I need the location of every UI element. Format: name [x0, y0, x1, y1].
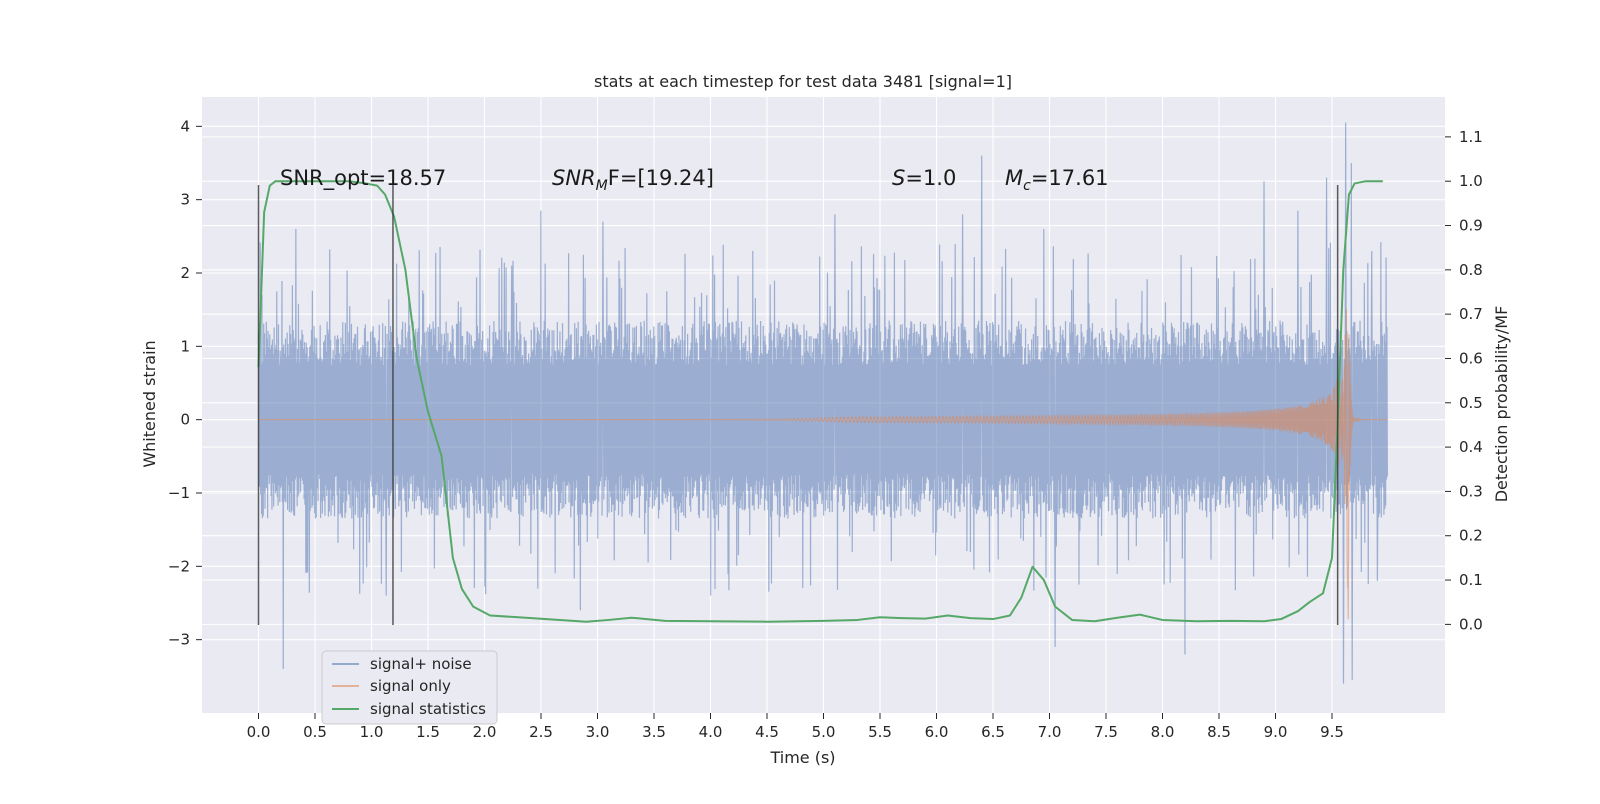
annotation-snr-opt: SNR_opt=18.57	[280, 166, 446, 191]
chart-title: stats at each timestep for test data 348…	[594, 72, 1012, 91]
x-tick-label: 3.0	[586, 723, 610, 741]
y-right-tick-label: 0.1	[1459, 571, 1483, 589]
annotation-snr-mf: SNRMF=[19.24]	[552, 166, 714, 194]
annotation-mc: Mc=17.61	[1005, 166, 1109, 194]
x-tick-label: 5.0	[812, 723, 836, 741]
axes: 0.0 0.5 1.0 1.5 2.0 2.5 3.0 3.5 4.0 4.5 5.0 5.5 6.0 6…	[168, 117, 1483, 741]
series-signal-only	[258, 309, 1388, 620]
x-tick-label: 9.5	[1320, 723, 1344, 741]
y-right-tick-label: 0.8	[1459, 261, 1483, 279]
y-tick-label: 0	[180, 411, 190, 429]
annotations: SNR_opt=18.57 SNRMF=[19.24] S=1.0 Mc=17.…	[280, 166, 1109, 194]
annotation-mc-sub: c	[1023, 178, 1031, 194]
annotation-mc-value: =17.61	[1031, 166, 1109, 190]
x-tick-label: 2.0	[473, 723, 497, 741]
y-tick-label: 1	[180, 337, 190, 355]
annotation-mc-label: M	[1005, 166, 1023, 190]
series-signal-noise	[257, 122, 1388, 684]
x-tick-label: 7.0	[1038, 723, 1062, 741]
x-tick-label: 1.5	[416, 723, 440, 741]
y-tick-label: −2	[168, 557, 190, 575]
x-tick-label: 5.5	[868, 723, 892, 741]
x-tick-label: 4.5	[755, 723, 779, 741]
annotation-snr-mf-base: SNR	[552, 166, 596, 190]
annotation-s-value: =1.0	[905, 166, 956, 190]
y-right-tick-label: 0.5	[1459, 394, 1483, 412]
x-tick-label: 6.5	[981, 723, 1005, 741]
x-axis-label: Time (s)	[769, 748, 835, 767]
x-tick-label: 2.5	[529, 723, 553, 741]
x-tick-label: 8.0	[1151, 723, 1175, 741]
legend-label-signal-only: signal only	[370, 677, 451, 695]
annotation-s-label: S	[892, 166, 905, 190]
x-tick-label: 0.5	[303, 723, 327, 741]
y-tick-label: 3	[180, 191, 190, 209]
y-right-tick-label: 0.7	[1459, 305, 1483, 323]
annotation-snr-mf-rest: F=[19.24]	[608, 166, 714, 190]
legend-label-signal-noise: signal+ noise	[370, 655, 472, 673]
y-right-tick-label: 0.3	[1459, 482, 1483, 500]
y-right-tick-label: 0.0	[1459, 615, 1483, 633]
y-right-tick-label: 1.0	[1459, 172, 1483, 190]
legend-frame	[321, 650, 498, 725]
x-tick-label: 3.5	[642, 723, 666, 741]
series-signal-statistics	[257, 180, 1383, 623]
y-tick-label: 4	[180, 117, 190, 135]
annotation-snr-mf-sub: M	[596, 178, 608, 194]
x-tick-label: 4.0	[699, 723, 723, 741]
x-tick-label: 8.5	[1207, 723, 1231, 741]
y-tick-label: 2	[180, 264, 190, 282]
annotation-s: S=1.0	[892, 166, 956, 190]
legend: signal+ noise signal only signal statist…	[321, 650, 498, 725]
y-tick-label: −3	[168, 631, 190, 649]
y-right-tick-label: 0.2	[1459, 527, 1483, 545]
y-right-tick-label: 1.1	[1459, 128, 1483, 146]
x-tick-label: 7.5	[1094, 723, 1118, 741]
x-tick-label: 9.0	[1264, 723, 1288, 741]
y-tick-label: −1	[168, 484, 190, 502]
y-right-tick-label: 0.9	[1459, 217, 1483, 235]
y-axis-label-right: Detection probability/MF	[1492, 306, 1511, 503]
legend-label-signal-statistics: signal statistics	[370, 700, 486, 718]
y-axis-label: Whitened strain	[140, 340, 159, 467]
y-right-tick-label: 0.6	[1459, 349, 1483, 367]
vertical-markers	[257, 185, 1339, 625]
x-tick-label: 1.0	[360, 723, 384, 741]
x-tick-label: 6.0	[925, 723, 949, 741]
x-tick-label: 0.0	[247, 723, 271, 741]
y-right-tick-label: 0.4	[1459, 438, 1483, 456]
data-layer	[257, 122, 1388, 684]
